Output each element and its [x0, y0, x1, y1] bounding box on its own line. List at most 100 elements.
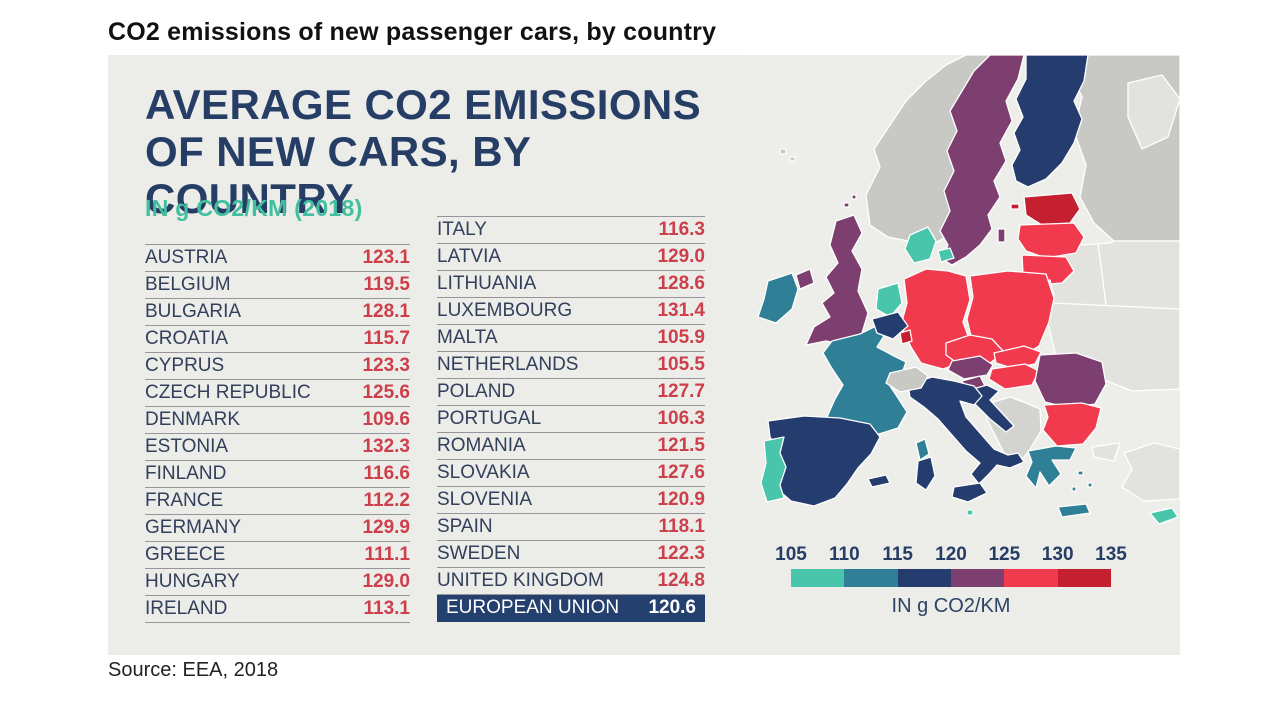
- country-value: 111.1: [364, 544, 410, 565]
- map-aegean-island: [1087, 482, 1093, 488]
- country-name: DENMARK: [145, 409, 241, 430]
- map-sweden: [939, 55, 1025, 266]
- table-row: LUXEMBOURG 131.4: [437, 298, 705, 325]
- map-gotland: [997, 228, 1006, 243]
- country-value: 129.0: [657, 246, 705, 267]
- country-value: 118.1: [658, 516, 706, 537]
- country-value: 127.7: [657, 381, 705, 402]
- map-corsica: [915, 438, 930, 461]
- table-row: IRELAND 113.1: [145, 596, 410, 623]
- country-name: BELGIUM: [145, 274, 231, 295]
- country-value: 123.1: [362, 247, 410, 268]
- map-sicily: [951, 482, 988, 503]
- table-row: BULGARIA 128.1: [145, 299, 410, 326]
- map-shetland: [851, 194, 857, 200]
- country-value: 122.3: [657, 543, 705, 564]
- country-name: LUXEMBOURG: [437, 300, 573, 321]
- table-row: ITALY 116.3: [437, 217, 705, 244]
- map-turkey: [1121, 442, 1180, 502]
- heading-line1: AVERAGE CO2 EMISSIONS: [145, 81, 702, 128]
- legend-color-bar: [791, 569, 1111, 587]
- table-row: NETHERLANDS 105.5: [437, 352, 705, 379]
- table-row: SLOVENIA 120.9: [437, 487, 705, 514]
- table-row-european-union: EUROPEAN UNION 120.6: [437, 595, 705, 622]
- table-row: AUSTRIA 123.1: [145, 245, 410, 272]
- country-name: FINLAND: [145, 463, 227, 484]
- infographic-panel: AVERAGE CO2 EMISSIONS OF NEW CARS, BY CO…: [108, 55, 1180, 655]
- country-name: EUROPEAN UNION: [446, 597, 620, 618]
- legend-color-segment: [1004, 569, 1058, 587]
- map-slovakia: [993, 345, 1042, 369]
- country-name: SWEDEN: [437, 543, 521, 564]
- country-name: AUSTRIA: [145, 247, 228, 268]
- map-portugal: [760, 436, 787, 503]
- table-row: PORTUGAL 106.3: [437, 406, 705, 433]
- europe-choropleth-map: [740, 55, 1180, 545]
- source-note: Source: EEA, 2018: [108, 659, 279, 681]
- map-finland: [1011, 55, 1089, 188]
- country-value: 105.9: [657, 327, 705, 348]
- map-austria: [947, 355, 994, 380]
- country-name: HUNGARY: [145, 571, 240, 592]
- table-row: GREECE 111.1: [145, 542, 410, 569]
- map-sardinia: [915, 456, 936, 491]
- country-value: 113.1: [363, 598, 411, 619]
- country-name: LATVIA: [437, 246, 502, 267]
- country-table-left: AUSTRIA 123.1 BELGIUM 119.5 BULGARIA 128.1 CRO…: [145, 244, 410, 623]
- table-row: GERMANY 129.9: [145, 515, 410, 542]
- country-value: 132.3: [362, 436, 410, 457]
- country-name: ROMANIA: [437, 435, 526, 456]
- legend-ticks: 105 110 115 120 125 130 135: [775, 544, 1127, 567]
- country-name: UNITED KINGDOM: [437, 570, 604, 591]
- map-legend: 105 110 115 120 125 130 135 IN g CO2/KM: [775, 544, 1127, 618]
- table-row: FINLAND 116.6: [145, 461, 410, 488]
- map-romania: [1034, 352, 1107, 409]
- country-value: 123.3: [362, 355, 410, 376]
- country-value: 120.6: [648, 597, 696, 618]
- map-malta: [966, 509, 974, 516]
- heading-line2: OF NEW CARS, BY COUNTRY: [145, 128, 531, 222]
- legend-tick-label: 125: [988, 544, 1021, 565]
- table-row: HUNGARY 129.0: [145, 569, 410, 596]
- legend-tick-label: 130: [1041, 544, 1074, 565]
- table-row: BELGIUM 119.5: [145, 272, 410, 299]
- map-faroe-islands: [789, 156, 796, 162]
- map-northern-ireland: [795, 268, 815, 290]
- table-row: UNITED KINGDOM 124.8: [437, 568, 705, 595]
- country-name: SLOVAKIA: [437, 462, 530, 483]
- map-cyprus: [1149, 507, 1179, 525]
- legend-color-segment: [1057, 569, 1111, 587]
- country-value: 112.2: [363, 490, 411, 511]
- table-row: POLAND 127.7: [437, 379, 705, 406]
- country-value: 121.5: [657, 435, 705, 456]
- country-value: 120.9: [657, 489, 705, 510]
- country-value: 106.3: [657, 408, 705, 429]
- country-name: BULGARIA: [145, 301, 242, 322]
- legend-tick-label: 120: [935, 544, 967, 565]
- country-value: 115.7: [363, 328, 411, 349]
- table-row: ROMANIA 121.5: [437, 433, 705, 460]
- country-name: PORTUGAL: [437, 408, 542, 429]
- country-value: 128.1: [362, 301, 410, 322]
- map-denmark: [904, 226, 937, 264]
- country-name: CYPRUS: [145, 355, 225, 376]
- infographic-subtitle: IN g CO2/KM (2018): [145, 195, 363, 221]
- legend-color-segment: [950, 569, 1005, 587]
- country-value: 127.6: [657, 462, 705, 483]
- country-name: ITALY: [437, 219, 487, 240]
- table-row: CROATIA 115.7: [145, 326, 410, 353]
- map-netherlands: [875, 282, 903, 318]
- map-france: [822, 325, 908, 435]
- table-row: DENMARK 109.6: [145, 407, 410, 434]
- legend-tick-label: 105: [775, 544, 807, 565]
- map-united-kingdom: [805, 214, 869, 346]
- country-value: 129.0: [362, 571, 410, 592]
- legend-color-segment: [791, 569, 845, 587]
- map-aegean-island: [1071, 486, 1077, 492]
- country-value: 105.5: [657, 354, 705, 375]
- map-karelia: [1127, 74, 1180, 150]
- country-name: LITHUANIA: [437, 273, 537, 294]
- country-name: SLOVENIA: [437, 489, 533, 510]
- table-row: MALTA 105.9: [437, 325, 705, 352]
- country-name: GERMANY: [145, 517, 242, 538]
